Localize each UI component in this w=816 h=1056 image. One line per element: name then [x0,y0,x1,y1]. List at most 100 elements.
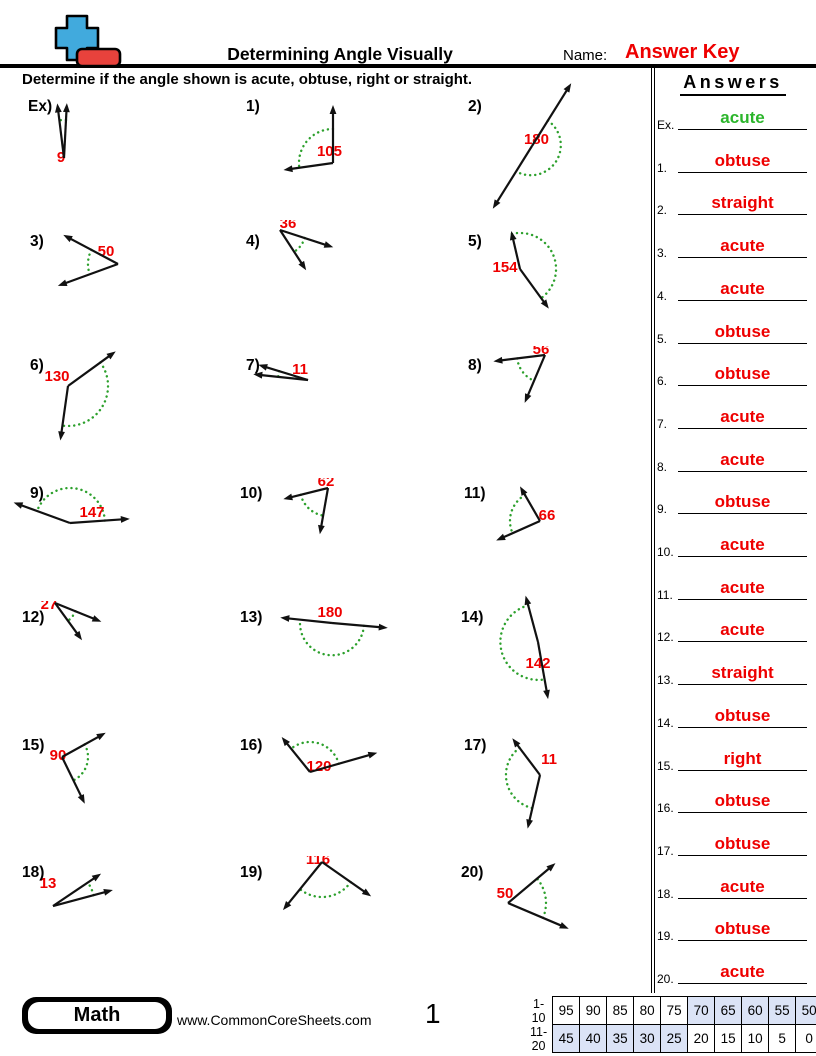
answer-number: 4. [657,288,668,303]
arrowhead-icon [106,351,116,360]
arrowhead-icon [96,732,106,741]
problem-number: 11) [464,485,486,502]
problem-number: 16) [240,737,262,754]
angle-degree-label: 130 [44,368,69,385]
grade-score-cell: 15 [714,1024,743,1053]
grade-score-cell: 90 [579,996,608,1025]
answer-blank-line [678,257,807,259]
answer-value: acute [720,449,765,469]
problem-number: 5) [468,233,482,250]
grade-score-cell: 40 [579,1024,608,1053]
angle-ray [289,486,329,499]
answer-row: 13. straight [650,660,816,688]
answer-row: 11. acute [650,575,816,603]
angle-ray [321,861,367,894]
instruction-text: Determine if the angle shown is acute, o… [22,71,473,88]
problem-figure: 180 13) [240,604,388,657]
answer-number: 20. [657,972,674,986]
angle-ray [500,353,546,362]
angle-ray [54,601,96,621]
grade-score-cell: 70 [687,996,716,1025]
problem-figure: 147 9) [13,485,130,525]
answer-number: 18. [657,886,674,901]
answer-row: 18. acute [650,874,816,902]
problem-figure: 105 1) [246,98,342,173]
name-label: Name: [563,47,608,64]
problem-figure: 36 4) [246,220,334,271]
answer-row: 12. acute [650,617,816,645]
grade-score-cell: 0 [795,1024,816,1053]
angle-degree-label: 142 [525,655,550,672]
arrowhead-icon [540,299,549,309]
angle-ray [260,373,309,382]
answer-number: Ex. [657,118,675,132]
angle-arc [499,604,546,682]
answer-number: 14. [657,715,674,730]
angle-arc [504,746,534,810]
angle-ray [290,161,334,171]
grade-row: 11-20 45 40 35 30 25 20 15 10 5 0 [530,1024,816,1053]
answer-number: 12. [657,630,674,645]
answer-blank-line [678,598,807,600]
answer-blank-line [678,684,807,686]
angle-ray [531,88,569,147]
answer-value: acute [720,406,765,426]
answer-value: straight [711,663,774,683]
answer-blank-line [678,897,807,899]
grade-score-cell: 10 [741,1024,770,1053]
subject-badge-label: Math [28,1002,166,1029]
arrowhead-icon [283,165,293,173]
angle-ray [61,756,83,798]
answer-row: 3. acute [650,233,816,261]
answer-number: 9. [657,502,668,517]
name-value-answer-key: Answer Key [625,41,740,63]
answer-row: Ex. acute [650,105,816,133]
answer-value: acute [720,108,765,127]
answer-number: 5. [657,331,668,346]
angle-ray [19,503,71,525]
arrowhead-icon [63,103,70,113]
problem-number: 13) [240,609,262,626]
angle-ray [68,237,119,265]
angle-arc [86,248,93,276]
answer-blank-line [678,299,807,301]
answer-value: acute [720,278,765,298]
grade-score-cell: 50 [795,996,816,1025]
answer-value: obtuse [714,705,771,725]
angle-ray [511,237,522,270]
angle-degree-label: 66 [539,507,556,524]
problem-figure: 50 20) [461,863,569,929]
answer-row: 14. obtuse [650,703,816,731]
angle-ray [57,110,66,159]
angle-degree-label: 154 [492,259,518,276]
website-url: www.CommonCoreSheets.com [177,1012,372,1028]
grade-score-cell: 25 [660,1024,689,1053]
angle-arc [86,881,95,897]
answer-row: 8. acute [650,447,816,475]
answer-blank-line [678,556,807,557]
grade-score-cell: 45 [552,1024,581,1053]
arrowhead-icon [520,486,528,496]
arrowhead-icon [283,493,293,501]
arrowhead-icon [282,901,292,911]
problem-number: 3) [30,233,44,250]
arrowhead-icon [559,922,569,929]
angle-ray [519,268,546,304]
angle-ray [264,365,309,382]
angle-ray [528,774,542,823]
angle-arc [514,119,562,177]
arrowhead-icon [563,83,572,93]
angle-ray [526,354,547,397]
arrowhead-icon [280,615,290,622]
angle-ray [507,901,563,928]
arrowhead-icon [512,738,521,748]
answer-number: 19. [657,929,674,944]
answer-value: obtuse [714,492,771,512]
answer-blank-line [678,769,807,771]
answer-value: acute [720,535,765,554]
answer-blank-line [678,427,807,429]
answer-row: 5. obtuse [650,319,816,347]
arrowhead-icon [323,241,334,248]
angle-degree-label: 147 [79,504,104,521]
problem-number: 8) [468,357,482,374]
